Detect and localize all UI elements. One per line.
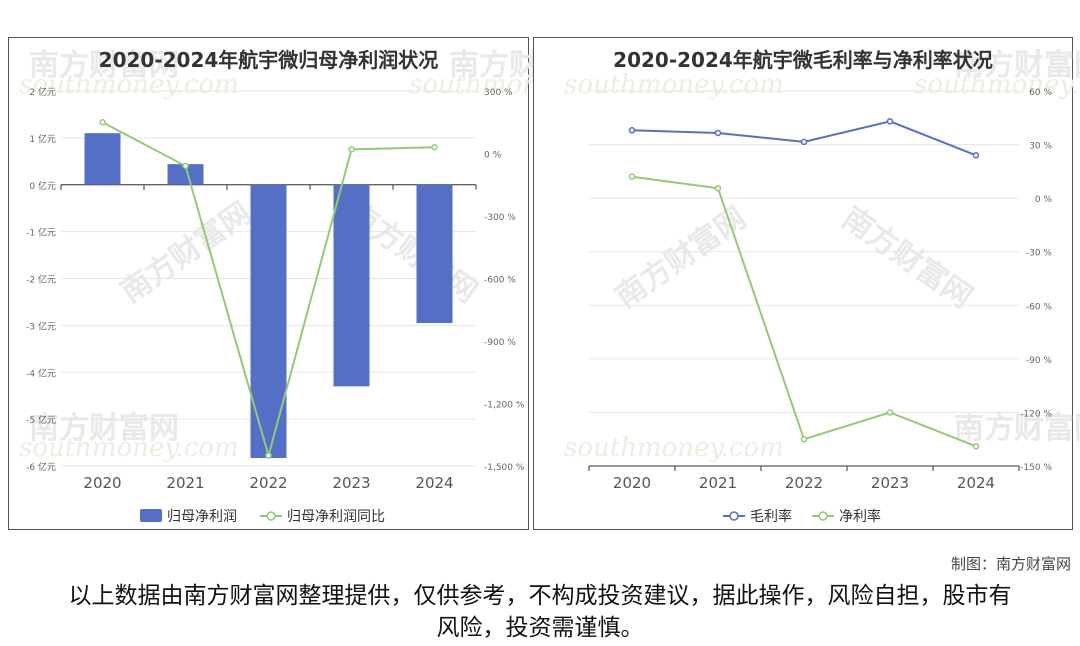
left-axis-tick-label: -3 亿元 [26,320,56,332]
chart-title: 2020-2024年航宇微归母净利润状况 [98,48,439,72]
left-axis-tick-label: -4 亿元 [26,367,56,379]
x-axis-tick-label: 2022 [249,474,287,492]
left-axis-tick-label: -1 亿元 [26,227,56,239]
legend-label: 净利率 [839,508,881,525]
point-yoy-growth [265,452,272,459]
bar-net-profit [84,133,121,185]
point-gross-margin [972,152,980,159]
chart-canvas-margins: 60 % 30 % 0 % -30 % -60 % -90 % -120 % -150 % 20… [588,88,1053,525]
x-axis-tick-label: 2023 [332,474,370,492]
x-axis-tick-label: 2023 [871,474,909,492]
right-axis-tick-label: 300 % [484,88,513,98]
left-axis-tick-label: 0 亿元 [29,180,56,192]
chart-credit: 制图：南方财富网 [950,555,1071,573]
line-gross-margin [631,120,977,157]
legend-swatch-bar [140,509,162,522]
disclaimer-text: 以上数据由南方财富网整理提供，仅供参考，不构成投资建议，据此操作，风险自担，股市… [68,583,1012,641]
x-axis-tick-label: 2022 [785,474,823,492]
bar-net-profit [250,184,287,459]
chart-panel-net-profit: 南方财富网 南方财富网 南方财富网 南方财富网 南方财富网 southmoney… [8,37,629,530]
right-axis-tick-label: -1,200 % [484,401,525,411]
right-axis-tick-label: -600 % [484,276,516,286]
point-yoy-growth [182,162,189,170]
point-net-margin [886,409,894,416]
right-axis-tick-label: -30 % [1026,249,1053,259]
bar-net-profit [416,184,453,324]
x-axis-tick-label: 2021 [699,474,737,492]
right-axis-tick-label: -120 % [1020,409,1052,419]
point-net-margin [628,173,636,180]
left-axis-tick-label: 1 亿元 [29,133,56,145]
x-axis-tick-label: 2024 [957,474,995,492]
right-axis-tick-label: 30 % [1029,142,1052,152]
x-axis-tick-label: 2024 [415,474,453,492]
point-gross-margin [628,127,636,134]
chart-panel-margins: 南方财富网 南方财富网 南方财富网 南方财富网 southmoney.com s… [533,37,1080,530]
right-axis-tick-label: -90 % [1026,356,1053,366]
bar-net-profit [167,164,204,185]
point-net-margin [800,435,808,443]
chart-canvas-net-profit: 2 亿元 1 亿元 0 亿元 -1 亿元 -2 亿元 -3 亿元 -4 亿元 -5 亿元 -6 … [26,86,525,525]
point-yoy-growth [431,144,438,151]
legend-label: 归母净利润 [167,508,237,525]
legend-swatch-marker [818,511,828,521]
x-axis-tick-label: 2020 [83,474,121,492]
x-axis-tick-label: 2021 [166,474,204,492]
legend-swatch-marker [729,511,739,521]
point-gross-margin [800,138,808,146]
legend-label: 归母净利润同比 [287,508,385,525]
point-yoy-growth [348,146,355,153]
right-axis-tick-label: 0 % [484,151,502,161]
right-axis-tick-label: 60 % [1029,88,1052,98]
x-axis-tick-label: 2020 [613,474,651,492]
right-axis-tick-label: -150 % [1020,463,1052,473]
chart-title: 2020-2024年航宇微毛利率与净利率状况 [613,48,993,72]
line-net-margin [631,175,977,448]
point-gross-margin [886,118,894,125]
point-yoy-growth [99,119,106,126]
bar-net-profit [333,184,370,387]
point-net-margin [714,185,722,192]
point-gross-margin [714,129,722,137]
right-axis-tick-label: -300 % [484,213,516,223]
right-axis-tick-label: -900 % [484,338,516,348]
legend-label: 毛利率 [750,508,792,525]
right-axis-tick-label: 0 % [1035,195,1053,205]
left-axis-tick-label: -2 亿元 [26,274,56,286]
left-axis-tick-label: 2 亿元 [29,86,56,98]
right-axis-tick-label: -1,500 % [484,463,525,473]
point-net-margin [972,443,980,450]
right-axis-tick-label: -60 % [1026,302,1053,312]
left-axis-tick-label: -5 亿元 [26,414,56,426]
left-axis-tick-label: -6 亿元 [26,461,56,473]
legend-swatch-marker [266,511,276,521]
